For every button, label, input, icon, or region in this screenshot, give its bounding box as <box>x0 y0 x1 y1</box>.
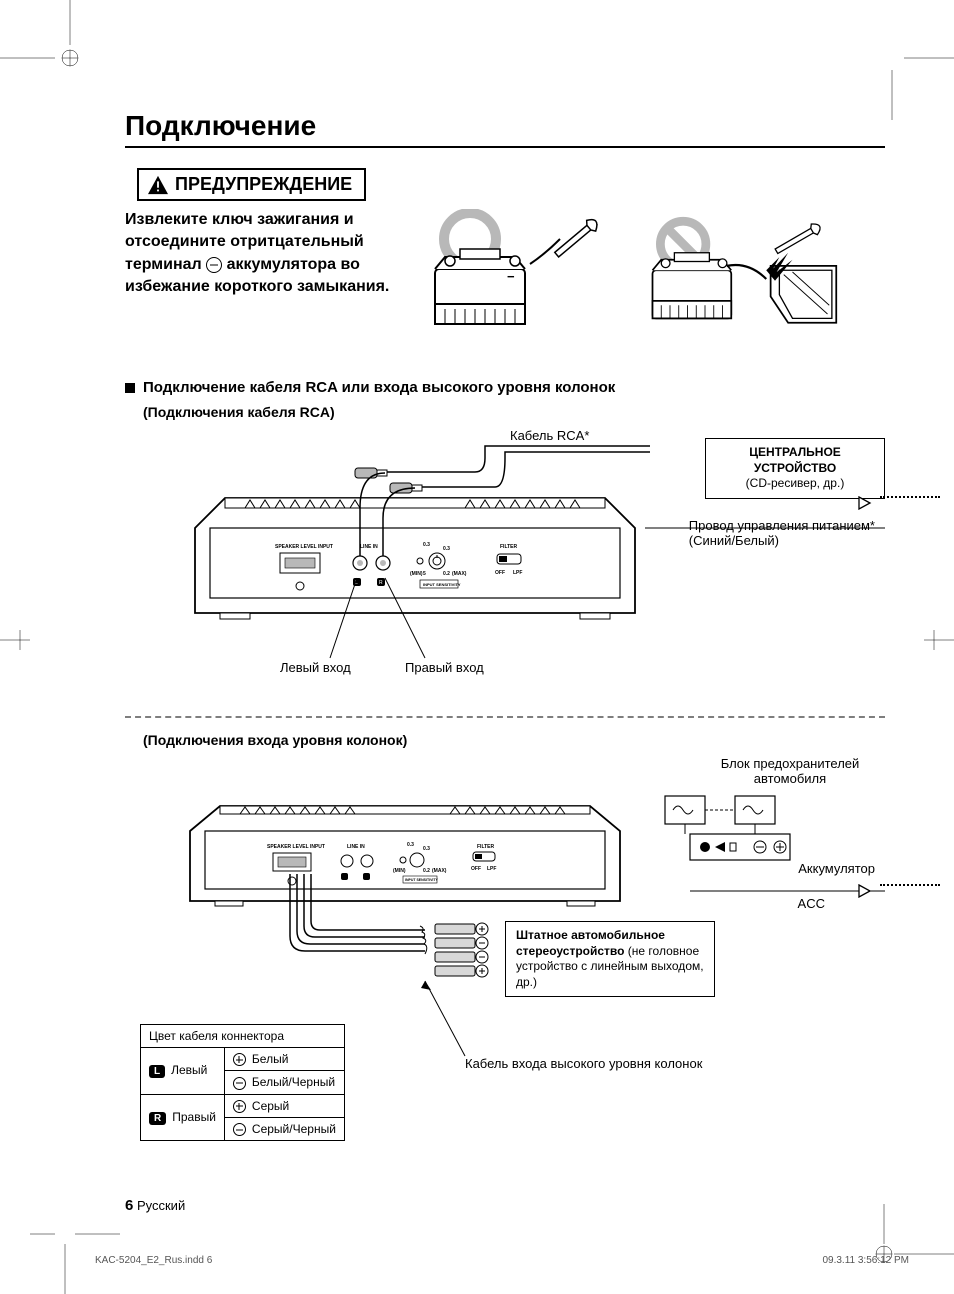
table-white-cell: Белый <box>224 1048 344 1071</box>
plus-icon <box>233 1100 246 1113</box>
crop-mark-ml <box>0 620 40 660</box>
speaker-subtitle: (Подключения входа уровня колонок) <box>143 732 885 748</box>
battery-label: Аккумулятор <box>798 861 875 876</box>
table-right-cell: RПравый <box>141 1094 225 1141</box>
lang-label: Русский <box>137 1198 185 1213</box>
warning-icon <box>147 175 169 195</box>
plus-icon <box>233 1053 246 1066</box>
fusebox-label: Блок предохранителей автомобиля <box>715 756 865 786</box>
table-grayblack-cell: Серый/Черный <box>224 1117 344 1140</box>
dash-divider <box>125 716 885 718</box>
crop-mark-mr <box>914 620 954 660</box>
table-gray-cell: Серый <box>224 1094 344 1117</box>
svg-text:−: − <box>507 269 515 284</box>
arrow-out-1 <box>858 496 940 515</box>
page-number: 6 <box>125 1197 133 1214</box>
imprint-left: KAC-5204_E2_Rus.indd 6 <box>95 1255 212 1266</box>
speaker-diagram: SPEAKER LEVEL INPUT LINE IN 0.3 0.3 (MIN… <box>125 756 885 1176</box>
minus-circle-icon <box>206 257 222 273</box>
crop-mark-bl <box>30 1214 120 1294</box>
page-title: Подключение <box>125 110 885 148</box>
power-ctrl-label: Провод управления питанием* (Синий/Белый… <box>689 518 875 548</box>
minus-icon <box>233 1123 246 1136</box>
table-whiteblack-cell: Белый/Черный <box>224 1071 344 1094</box>
left-input-label: Левый вход <box>280 660 351 675</box>
warning-label: ПРЕДУПРЕЖДЕНИЕ <box>175 174 352 195</box>
crop-mark-tr <box>884 30 954 120</box>
battery-short-illustration <box>635 209 845 349</box>
rca-subtitle: (Подключения кабеля RCA) <box>143 404 885 420</box>
hi-cable-label: Кабель входа высокого уровня колонок <box>465 1056 702 1071</box>
table-header: Цвет кабеля коннектора <box>141 1025 345 1048</box>
stereo-box: Штатное автомобильное стереоустройство (… <box>505 921 715 997</box>
head-unit-box: ЦЕНТРАЛЬНОЕ УСТРОЙСТВО (CD-ресивер, др.) <box>705 438 885 499</box>
crop-mark-br <box>874 1204 954 1294</box>
connector-table: Цвет кабеля коннектора LЛевый Белый Белы… <box>140 1024 345 1141</box>
rca-diagram: Кабель RCA* <box>125 428 885 698</box>
footer: 6 Русский <box>125 1197 185 1214</box>
square-bullet-icon <box>125 383 135 393</box>
acc-label: ACC <box>798 896 825 911</box>
warning-box: ПРЕДУПРЕЖДЕНИЕ <box>137 168 366 201</box>
r-badge: R <box>149 1112 166 1125</box>
battery-disconnect-illustration: − <box>415 209 625 349</box>
minus-icon <box>233 1077 246 1090</box>
rca-heading: Подключение кабеля RCA или входа высоког… <box>125 379 885 396</box>
l-badge: L <box>149 1065 165 1078</box>
right-input-label: Правый вход <box>405 660 484 675</box>
imprint-right: 09.3.11 3:56:12 PM <box>822 1255 909 1266</box>
crop-mark-tl <box>0 0 90 90</box>
page-content: Подключение ПРЕДУПРЕЖДЕНИЕ Извлеките клю… <box>125 110 885 1176</box>
imprint: KAC-5204_E2_Rus.indd 6 09.3.11 3:56:12 P… <box>95 1255 909 1266</box>
warning-row: Извлеките ключ зажигания и отсоедините о… <box>125 209 885 349</box>
warning-text: Извлеките ключ зажигания и отсоедините о… <box>125 209 405 299</box>
arrow-out-2 <box>858 884 940 903</box>
table-left-cell: LЛевый <box>141 1048 225 1095</box>
